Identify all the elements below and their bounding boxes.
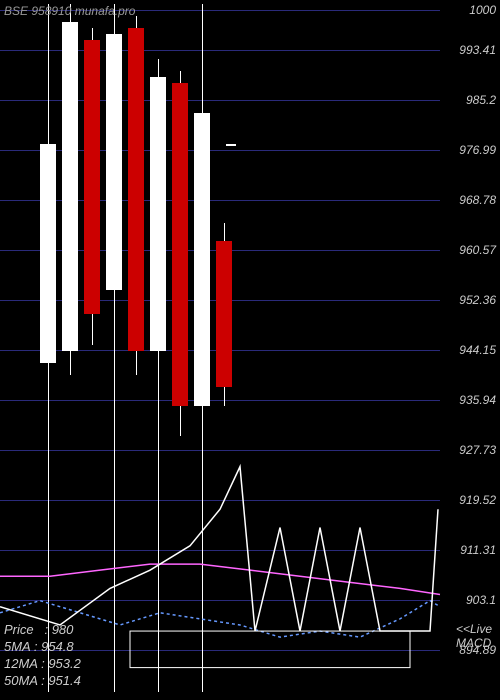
chart-title: BSE 958910 munafa.pro <box>4 4 135 18</box>
candle-body <box>40 144 56 363</box>
ma12-row: 12MA : 953.2 <box>4 656 81 673</box>
ma12-label: 12MA <box>4 656 37 671</box>
candle-body <box>128 28 144 351</box>
y-axis-label: 985.2 <box>466 93 496 107</box>
y-axis-label: 960.57 <box>459 243 496 257</box>
gridline <box>0 500 440 501</box>
price-value: 980 <box>52 622 74 637</box>
ma5-row: 5MA : 954.8 <box>4 639 81 656</box>
candle-dash <box>226 144 236 146</box>
y-axis-label: 935.94 <box>459 393 496 407</box>
macd-live-text: <<Live <box>456 622 492 636</box>
ma12-value: 953.2 <box>48 656 81 671</box>
candle-body <box>194 113 210 405</box>
chart-area <box>0 0 440 700</box>
y-axis-label: 952.36 <box>459 293 496 307</box>
ma5-value: 954.8 <box>41 639 74 654</box>
ma50-row: 50MA : 951.4 <box>4 673 81 690</box>
candle-body <box>150 77 166 351</box>
ma50-value: 951.4 <box>48 673 81 688</box>
candle-body <box>172 83 188 406</box>
y-axis-label: 911.31 <box>460 543 496 557</box>
gridline <box>0 600 440 601</box>
ma50-label: 50MA <box>4 673 37 688</box>
price-label: Price <box>4 622 34 637</box>
y-axis-label: 968.78 <box>459 193 496 207</box>
y-axis-label: 1000 <box>469 3 496 17</box>
y-axis-label: 919.52 <box>459 493 496 507</box>
gridline <box>0 400 440 401</box>
price-row: Price : 980 <box>4 622 81 639</box>
y-axis-label: 993.41 <box>459 43 496 57</box>
y-axis-label: 944.15 <box>459 343 496 357</box>
ma5-label: 5MA <box>4 639 30 654</box>
candle-body <box>62 22 78 351</box>
candle-body <box>216 241 232 387</box>
y-axis-label: 976.99 <box>459 143 496 157</box>
y-axis-label: 927.73 <box>459 443 496 457</box>
price-info-box: Price : 980 5MA : 954.8 12MA : 953.2 50M… <box>4 622 81 690</box>
gridline <box>0 550 440 551</box>
candle-body <box>84 40 100 314</box>
y-axis-label: 894.89 <box>459 643 496 657</box>
y-axis-label: 903.1 <box>466 593 496 607</box>
gridline <box>0 450 440 451</box>
candle-body <box>106 34 122 290</box>
